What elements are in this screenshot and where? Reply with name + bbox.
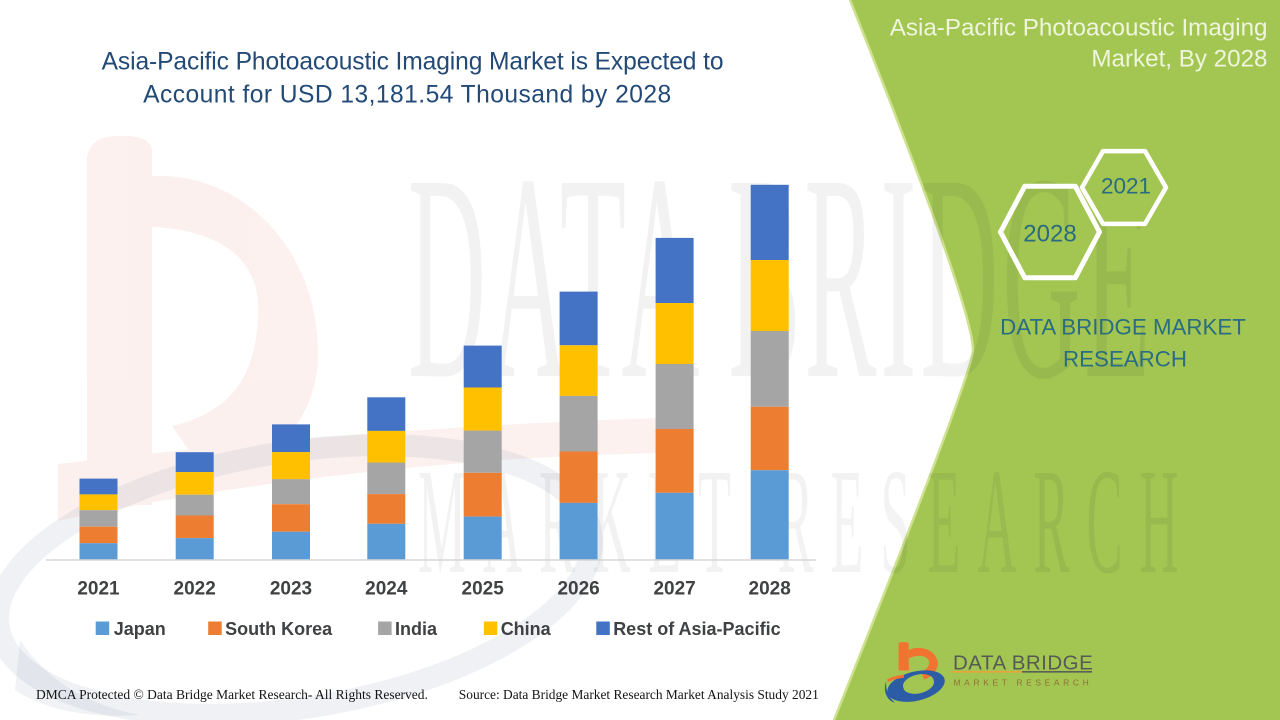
svg-text:2028: 2028 [749, 579, 791, 600]
svg-text:2028: 2028 [1023, 221, 1076, 248]
svg-text:Rest of Asia-Pacific: Rest of Asia-Pacific [613, 619, 780, 639]
svg-text:Asia-Pacific Photoacoustic Ima: Asia-Pacific Photoacoustic Imaging [890, 14, 1268, 41]
svg-text:2022: 2022 [174, 579, 216, 600]
svg-text:2026: 2026 [557, 579, 599, 600]
svg-text:2021: 2021 [77, 579, 120, 600]
svg-text:DATA BRIDGE: DATA BRIDGE [953, 652, 1093, 675]
svg-text:2024: 2024 [365, 579, 408, 600]
svg-text:Source: Data Bridge Market Res: Source: Data Bridge Market Research Mark… [459, 687, 819, 702]
svg-text:Market, By 2028: Market, By 2028 [1091, 46, 1267, 73]
svg-text:India: India [395, 619, 438, 639]
svg-text:MARKET RESEARCH: MARKET RESEARCH [418, 437, 1196, 605]
svg-text:Japan: Japan [114, 619, 166, 639]
svg-text:2027: 2027 [653, 579, 695, 600]
svg-text:China: China [501, 619, 552, 639]
svg-text:2023: 2023 [270, 579, 312, 600]
svg-text:Asia-Pacific Photoacoustic Ima: Asia-Pacific Photoacoustic Imaging Marke… [102, 48, 724, 75]
svg-text:2025: 2025 [462, 579, 505, 600]
svg-text:2021: 2021 [1101, 174, 1151, 199]
svg-text:Account for USD 13,181.54 Thou: Account for USD 13,181.54 Thousand by 20… [143, 82, 671, 109]
svg-text:DMCA Protected © Data Bridge M: DMCA Protected © Data Bridge Market Rese… [36, 687, 428, 702]
svg-text:DATA BRIDGE MARKET: DATA BRIDGE MARKET [1000, 315, 1246, 340]
svg-text:South Korea: South Korea [225, 619, 333, 639]
svg-text:RESEARCH: RESEARCH [1063, 346, 1187, 371]
svg-text:MARKET RESEARCH: MARKET RESEARCH [954, 678, 1093, 688]
